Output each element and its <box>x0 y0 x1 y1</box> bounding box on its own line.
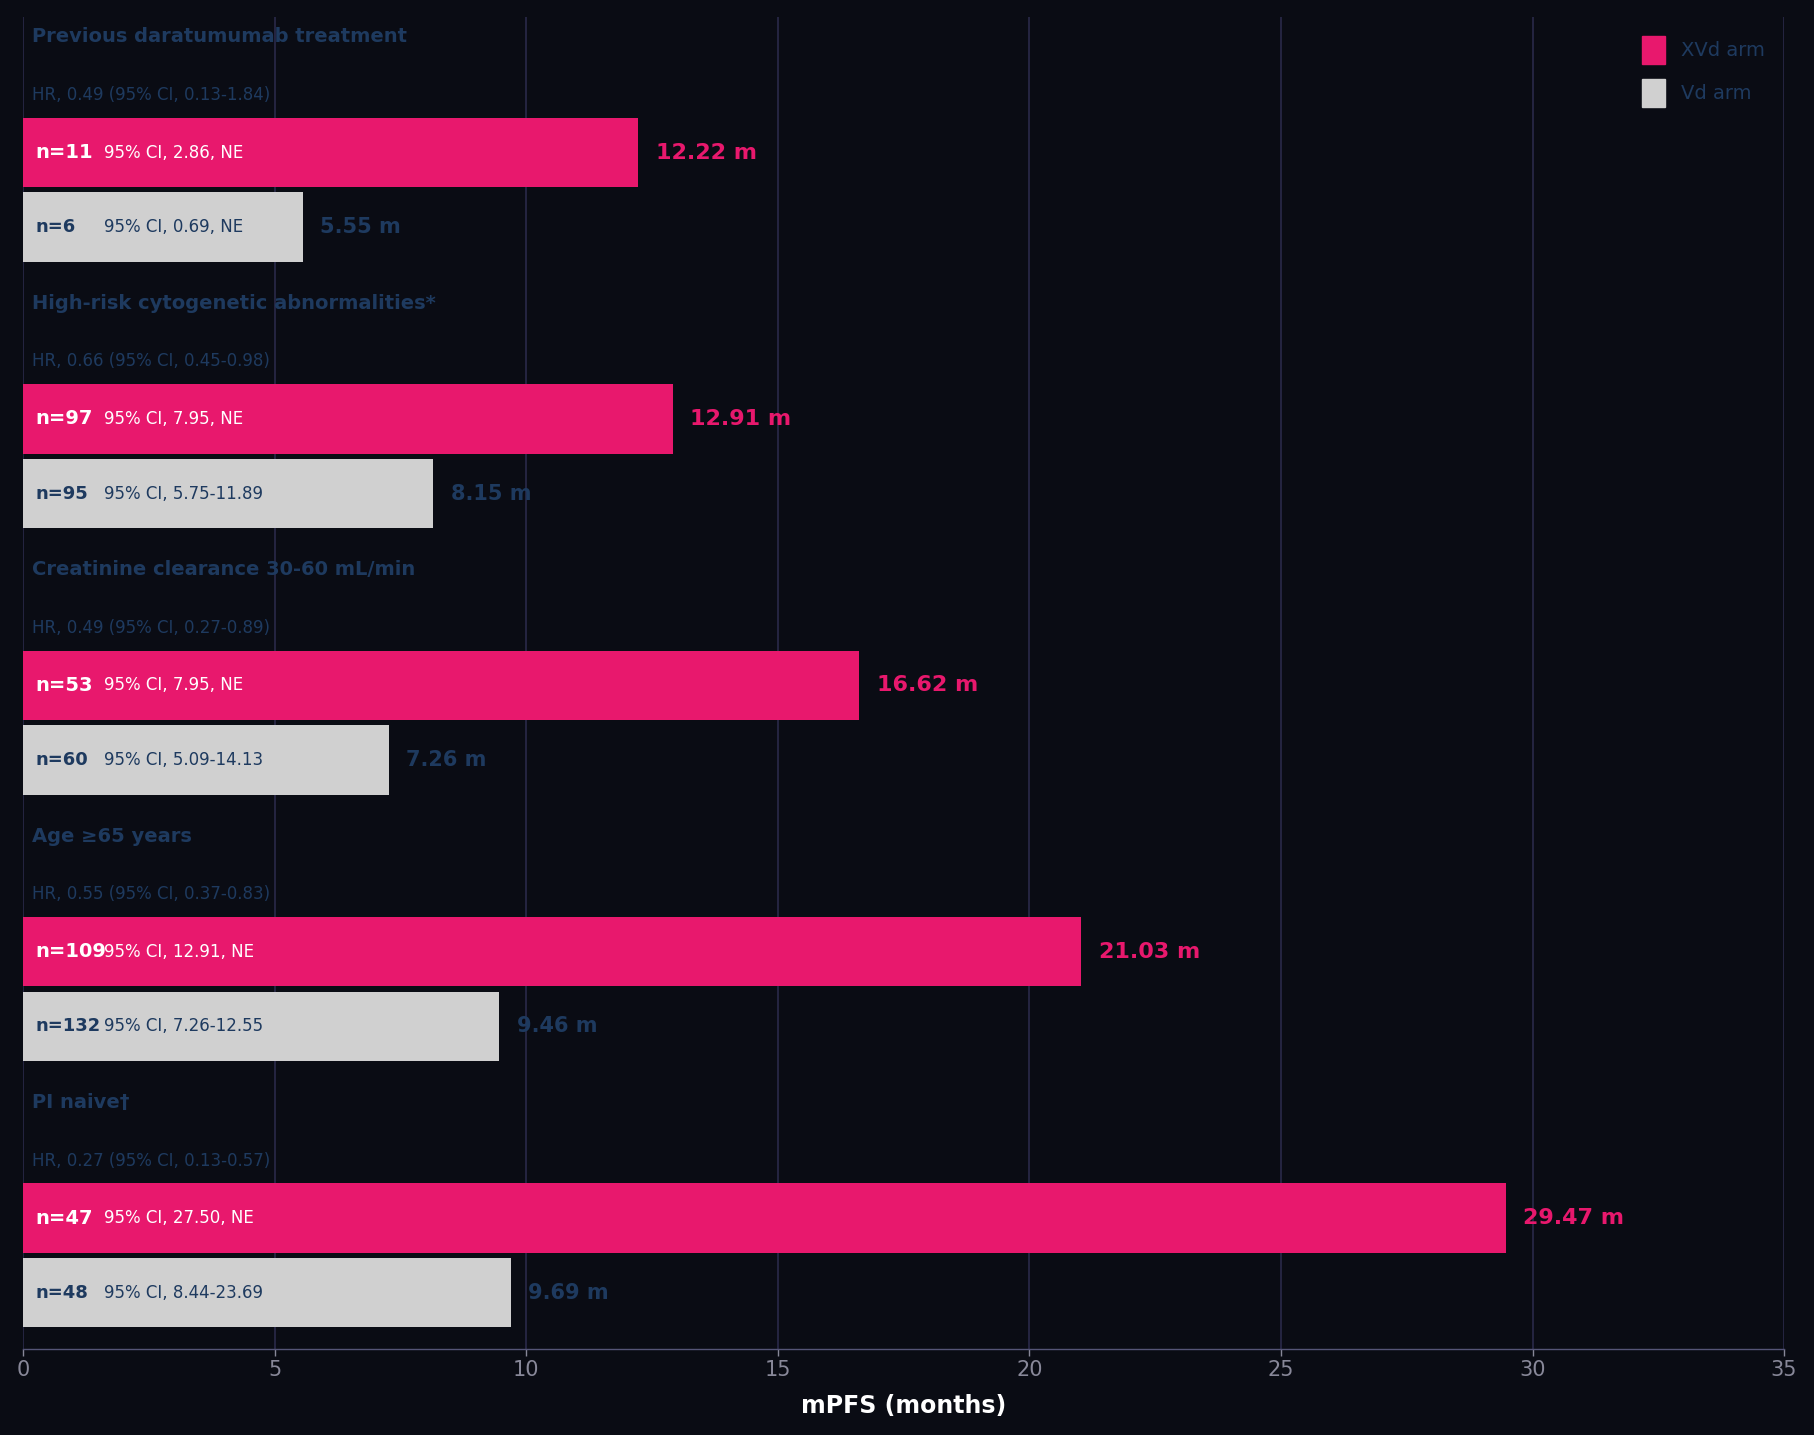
Bar <box>24 917 1081 986</box>
Text: PI naive†: PI naive† <box>33 1093 131 1112</box>
Text: Age ≥65 years: Age ≥65 years <box>33 827 192 845</box>
Text: n=47: n=47 <box>36 1208 93 1227</box>
Text: 21.03 m: 21.03 m <box>1099 941 1201 961</box>
Text: n=60: n=60 <box>36 751 89 769</box>
Bar <box>24 459 434 528</box>
Text: 7.26 m: 7.26 m <box>406 751 486 771</box>
Text: 95% CI, 2.86, NE: 95% CI, 2.86, NE <box>103 144 243 162</box>
Text: 95% CI, 12.91, NE: 95% CI, 12.91, NE <box>103 943 254 960</box>
Text: 5.55 m: 5.55 m <box>319 217 401 237</box>
Text: n=6: n=6 <box>36 218 76 237</box>
Text: 95% CI, 8.44-23.69: 95% CI, 8.44-23.69 <box>103 1284 263 1302</box>
Text: n=48: n=48 <box>36 1284 89 1302</box>
Bar <box>24 1184 1506 1253</box>
Text: n=95: n=95 <box>36 485 89 502</box>
Text: HR, 0.27 (95% CI, 0.13-0.57): HR, 0.27 (95% CI, 0.13-0.57) <box>33 1151 270 1170</box>
Text: n=132: n=132 <box>36 1017 102 1035</box>
Text: HR, 0.66 (95% CI, 0.45-0.98): HR, 0.66 (95% CI, 0.45-0.98) <box>33 353 270 370</box>
Text: n=53: n=53 <box>36 676 93 695</box>
Bar <box>24 385 673 453</box>
Bar <box>24 992 499 1060</box>
Text: 95% CI, 7.95, NE: 95% CI, 7.95, NE <box>103 676 243 695</box>
Text: 29.47 m: 29.47 m <box>1524 1208 1625 1228</box>
Bar <box>24 192 303 261</box>
Text: 95% CI, 5.09-14.13: 95% CI, 5.09-14.13 <box>103 751 263 769</box>
Text: n=109: n=109 <box>36 943 107 961</box>
Bar <box>24 650 860 720</box>
X-axis label: mPFS (months): mPFS (months) <box>802 1395 1007 1418</box>
Legend: XVd arm, Vd arm: XVd arm, Vd arm <box>1633 26 1774 116</box>
Text: High-risk cytogenetic abnormalities*: High-risk cytogenetic abnormalities* <box>33 294 435 313</box>
Bar <box>24 118 639 187</box>
Text: HR, 0.49 (95% CI, 0.27-0.89): HR, 0.49 (95% CI, 0.27-0.89) <box>33 618 270 637</box>
Text: 95% CI, 5.75-11.89: 95% CI, 5.75-11.89 <box>103 485 263 502</box>
Text: 8.15 m: 8.15 m <box>452 484 532 504</box>
Text: n=11: n=11 <box>36 144 94 162</box>
Bar <box>24 725 388 795</box>
Text: 12.22 m: 12.22 m <box>655 142 756 162</box>
Text: HR, 0.55 (95% CI, 0.37-0.83): HR, 0.55 (95% CI, 0.37-0.83) <box>33 885 270 903</box>
Text: 95% CI, 0.69, NE: 95% CI, 0.69, NE <box>103 218 243 237</box>
Bar <box>24 1258 512 1327</box>
Text: HR, 0.49 (95% CI, 0.13-1.84): HR, 0.49 (95% CI, 0.13-1.84) <box>33 86 270 103</box>
Text: 9.69 m: 9.69 m <box>528 1283 610 1303</box>
Text: Creatinine clearance 30-60 mL/min: Creatinine clearance 30-60 mL/min <box>33 560 415 580</box>
Text: 95% CI, 27.50, NE: 95% CI, 27.50, NE <box>103 1210 254 1227</box>
Text: 95% CI, 7.95, NE: 95% CI, 7.95, NE <box>103 410 243 428</box>
Text: 9.46 m: 9.46 m <box>517 1016 597 1036</box>
Text: 12.91 m: 12.91 m <box>691 409 791 429</box>
Text: 95% CI, 7.26-12.55: 95% CI, 7.26-12.55 <box>103 1017 263 1035</box>
Text: n=97: n=97 <box>36 409 93 429</box>
Text: 16.62 m: 16.62 m <box>876 676 978 696</box>
Text: Previous daratumumab treatment: Previous daratumumab treatment <box>33 27 408 46</box>
